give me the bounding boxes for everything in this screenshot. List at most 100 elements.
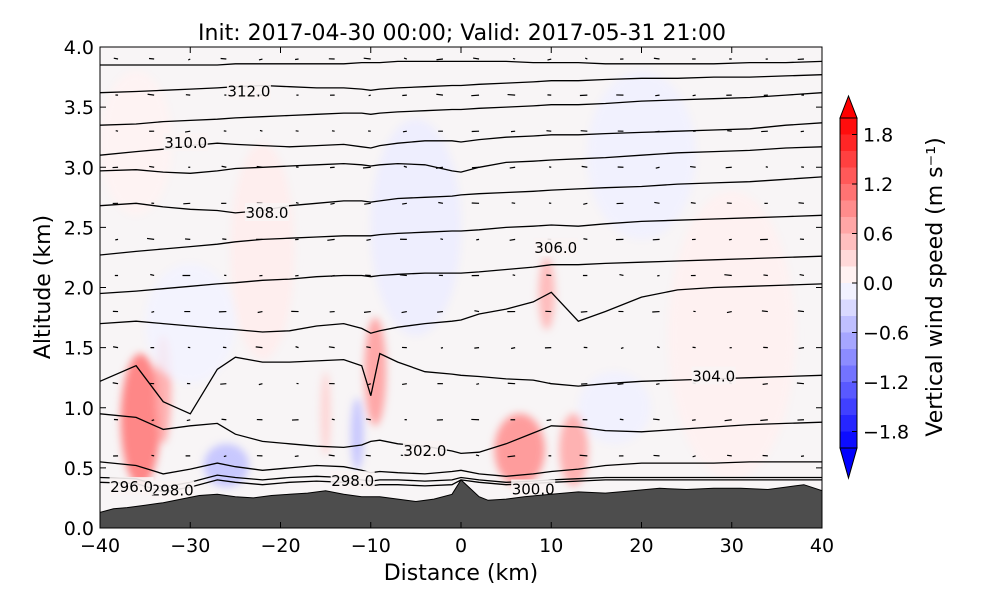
wind-vector — [512, 274, 516, 277]
y-tick-label: 1.0 — [64, 398, 94, 420]
colorbar-band — [840, 250, 857, 267]
colorbar-band — [840, 349, 857, 366]
x-tick-label: −20 — [260, 535, 300, 557]
wind-vector — [471, 94, 480, 97]
wind-vector — [796, 382, 805, 385]
colorbar-ticks: 1.8 1.2 0.6 0.0 −0.6 −1.2 −1.8 — [852, 125, 909, 444]
wind-vector — [257, 310, 263, 314]
wind-vector — [509, 166, 516, 169]
wind-vector — [579, 454, 588, 457]
wind-vector — [368, 94, 371, 97]
downdraft-region — [578, 371, 651, 444]
colorbar-band — [840, 217, 857, 234]
contour-label-bg — [244, 202, 289, 221]
updraft-region — [559, 413, 589, 486]
wind-vector — [653, 57, 660, 60]
wind-vector — [403, 57, 408, 60]
colorbar-band — [840, 266, 857, 283]
wind-vector — [656, 383, 660, 385]
wind-vector — [619, 418, 624, 421]
wind-vector — [222, 238, 227, 240]
wind-vector — [507, 455, 516, 458]
colorbar-tick-label: −0.6 — [863, 323, 909, 345]
isentrope-line — [100, 60, 822, 66]
colorbar-band — [840, 134, 857, 151]
colorbar-band — [840, 316, 857, 333]
plot-area: 312.0 310.0 308.0 306.0 304.0 302.0 300.0 298.0… — [100, 47, 822, 528]
wind-vector — [585, 57, 588, 60]
colorbar: 1.8 1.2 0.6 0.0 −0.6 −1.2 −1.8 Vertical wind s… — [839, 94, 948, 480]
isentrope-line — [100, 214, 822, 256]
colorbar-band — [840, 415, 857, 432]
colorbar-tick-label: −1.8 — [863, 422, 909, 444]
wind-vector — [255, 346, 263, 349]
wind-vector — [112, 382, 119, 385]
wind-vector — [366, 238, 371, 241]
x-axis-label: Distance (km) — [384, 561, 539, 586]
wind-vector — [223, 455, 227, 458]
updraft-region — [494, 413, 545, 486]
wind-vector — [510, 347, 516, 350]
wind-vector — [727, 454, 732, 457]
wind-vector — [620, 347, 624, 349]
wind-vector — [476, 383, 480, 385]
wind-vector — [507, 93, 516, 96]
wind-vector — [437, 310, 444, 313]
colorbar-band — [840, 118, 857, 135]
wind-vector — [475, 454, 480, 457]
contour-label-bg — [511, 479, 556, 498]
wind-vector — [656, 346, 660, 349]
wind-vector — [617, 383, 624, 386]
wind-vector — [186, 419, 191, 422]
isentrope-line — [100, 461, 822, 477]
wind-vector — [692, 94, 696, 97]
contour-label: 298.0 — [151, 482, 194, 500]
contour-label: 302.0 — [403, 442, 446, 460]
updraft-region — [230, 143, 295, 360]
isentrope-contours — [100, 60, 822, 493]
contour-labels: 312.0 310.0 308.0 306.0 304.0 302.0 300.0 298.0… — [109, 81, 736, 500]
wind-vector — [546, 419, 552, 422]
colorbar-band — [840, 382, 857, 399]
colorbar-band — [840, 233, 857, 250]
isentrope-line — [100, 283, 822, 334]
wind-vector — [367, 383, 371, 386]
contour-label: 310.0 — [164, 134, 207, 152]
isentrope-line — [100, 122, 822, 156]
wind-vector — [366, 346, 371, 349]
colorbar-tick-label: −1.2 — [863, 372, 909, 394]
colorbar-tick-label: 1.2 — [863, 174, 893, 196]
wind-vector — [365, 454, 371, 457]
colorbar-band — [840, 200, 857, 217]
contour-label: 304.0 — [692, 367, 735, 385]
contour-label-bg — [533, 237, 578, 256]
wind-vector — [690, 165, 696, 168]
downdraft-region — [350, 398, 364, 471]
isentrope-line — [100, 474, 822, 488]
colorbar-band — [840, 365, 857, 382]
wind-vector — [653, 418, 660, 421]
wind-vectors — [112, 57, 805, 458]
wind-vector — [258, 58, 263, 61]
wind-vector — [619, 273, 624, 277]
isentrope-line — [100, 255, 822, 295]
isentrope-line — [100, 479, 822, 493]
wind-vector — [798, 347, 805, 350]
contour-label-bg — [226, 81, 271, 100]
wind-vector — [724, 274, 732, 277]
colorbar-band — [840, 151, 857, 168]
wind-vector — [727, 130, 732, 132]
colorbar-band — [840, 332, 857, 349]
colorbar-band — [840, 184, 857, 201]
wind-vector — [440, 347, 444, 349]
wind-vector — [363, 57, 371, 60]
wind-vector — [363, 310, 371, 313]
wind-vector — [655, 94, 660, 97]
contour-label: 312.0 — [227, 82, 270, 100]
contour-label: 308.0 — [245, 204, 288, 222]
wind-vector — [583, 202, 588, 205]
downdraft-region — [145, 263, 236, 384]
wind-vector — [258, 383, 263, 386]
isentrope-line — [100, 176, 822, 214]
